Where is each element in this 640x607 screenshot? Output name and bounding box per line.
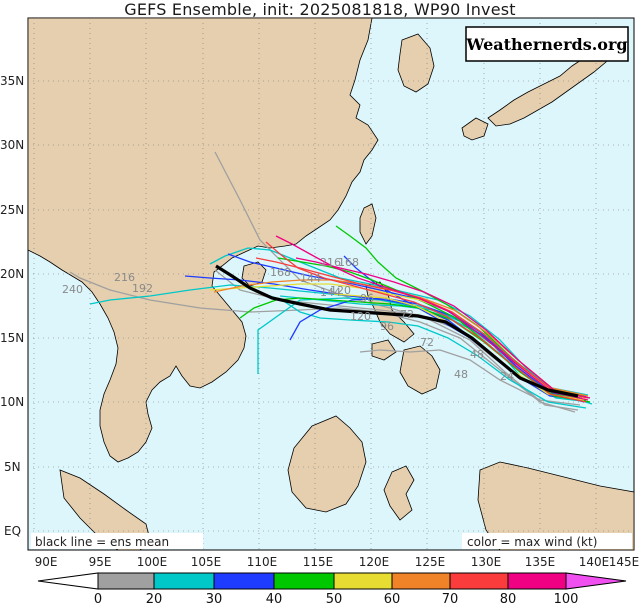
hour-label: 96 [380, 320, 394, 333]
colorbar-seg-3 [213, 572, 275, 590]
colorbar-seg-4 [273, 572, 335, 590]
watermark-box [465, 26, 629, 62]
lon-label: 100E [137, 555, 168, 569]
latitude-labels: EQ 5N 10N 15N 20N 25N 30N 35N [0, 74, 24, 538]
lat-label: 20N [0, 267, 24, 281]
lat-label: 15N [0, 331, 24, 345]
colorbar-tick: 60 [384, 592, 401, 607]
track-cyan-4 [269, 295, 587, 409]
track-red-2 [265, 241, 587, 403]
hour-label: 48 [470, 348, 484, 361]
hour-label: 144 [320, 286, 341, 299]
hour-label: 120 [330, 284, 351, 297]
lon-label: 140E [579, 555, 610, 569]
lon-label: 105E [191, 555, 222, 569]
hour-label: 96 [360, 292, 374, 305]
track-magenta-2 [295, 257, 591, 399]
land-asia-mainland [27, 17, 379, 463]
hour-label: 240 [62, 283, 83, 296]
track-blue-1 [227, 253, 587, 397]
hour-label: 24 [500, 370, 514, 383]
land-japan-south [461, 117, 489, 141]
colorbar-tick: 0 [94, 592, 102, 607]
mean-legend: black line = ens mean [31, 533, 203, 549]
colorbar-tick: 70 [442, 592, 459, 607]
lat-label: 30N [0, 138, 24, 152]
hour-label: 120 [350, 310, 371, 323]
ensemble-mean-track [215, 264, 579, 398]
colorbar-seg-5 [333, 572, 393, 590]
colorbar [37, 572, 627, 590]
colorbar-tick: 100 [554, 592, 579, 607]
land-korea [397, 33, 435, 93]
colorbar-seg-0 [37, 572, 99, 590]
hour-label: 48 [454, 368, 468, 381]
colorbar-seg-1 [97, 572, 155, 590]
colorbar-seg-2 [153, 572, 215, 590]
hour-label: 192 [132, 282, 153, 295]
colorbar-ticks: 0 20 30 40 50 60 70 80 100 [94, 592, 579, 607]
lon-label: 115E [303, 555, 334, 569]
wind-legend-text: color = max wind (kt) [467, 535, 597, 549]
lon-label: 130E [471, 555, 502, 569]
lon-label: 125E [415, 555, 446, 569]
lon-label: 135E [525, 555, 556, 569]
chart-title: GEFS Ensemble, init: 2025081818, WP90 In… [124, 0, 516, 19]
hour-label: 144 [300, 272, 321, 285]
colorbar-tick: 80 [500, 592, 517, 607]
lat-label: 35N [0, 74, 24, 88]
wind-legend: color = max wind (kt) [462, 533, 632, 549]
land-new-guinea [477, 461, 635, 551]
land-taiwan [359, 203, 377, 245]
colorbar-seg-8 [507, 572, 567, 590]
hour-label: 72 [400, 308, 414, 321]
hour-label: 216 [114, 271, 135, 284]
colorbar-seg-9 [565, 572, 627, 590]
hour-label: 216 [320, 256, 341, 269]
longitude-labels: 90E 95E 100E 105E 110E 115E 120E 125E 13… [35, 555, 640, 569]
land-masses [27, 17, 635, 551]
watermark-text: Weathernerds.org [465, 35, 627, 54]
colorbar-seg-6 [391, 572, 451, 590]
track-gray-3 [214, 151, 579, 411]
lat-label: 25N [0, 203, 24, 217]
lon-label: 110E [247, 555, 278, 569]
lon-label: 90E [35, 555, 58, 569]
mean-legend-text: black line = ens mean [35, 535, 169, 549]
watermark: Weathernerds.org [465, 26, 629, 62]
colorbar-tick: 30 [206, 592, 223, 607]
lon-label: 120E [359, 555, 390, 569]
mean-legend-box [31, 533, 203, 549]
wind-legend-box [462, 533, 632, 549]
lat-label: EQ [4, 524, 21, 538]
colorbar-seg-7 [449, 572, 509, 590]
lat-label: 5N [4, 460, 21, 474]
lon-label: 145E [609, 555, 640, 569]
land-sulawesi [383, 465, 415, 521]
colorbar-tick: 50 [326, 592, 343, 607]
forecast-hour-labels: 240 216 192 168 144 120 96 72 48 24 216 … [62, 256, 514, 383]
land-mindanao [399, 345, 441, 395]
land-borneo [287, 415, 367, 513]
track-magenta-1 [275, 235, 589, 401]
hour-label: 72 [420, 336, 434, 349]
hour-label: 168 [270, 266, 291, 279]
colorbar-tick: 40 [266, 592, 283, 607]
lon-label: 95E [89, 555, 112, 569]
lat-label: 10N [0, 395, 24, 409]
colorbar-tick: 20 [146, 592, 163, 607]
hour-label: 168 [338, 256, 359, 269]
